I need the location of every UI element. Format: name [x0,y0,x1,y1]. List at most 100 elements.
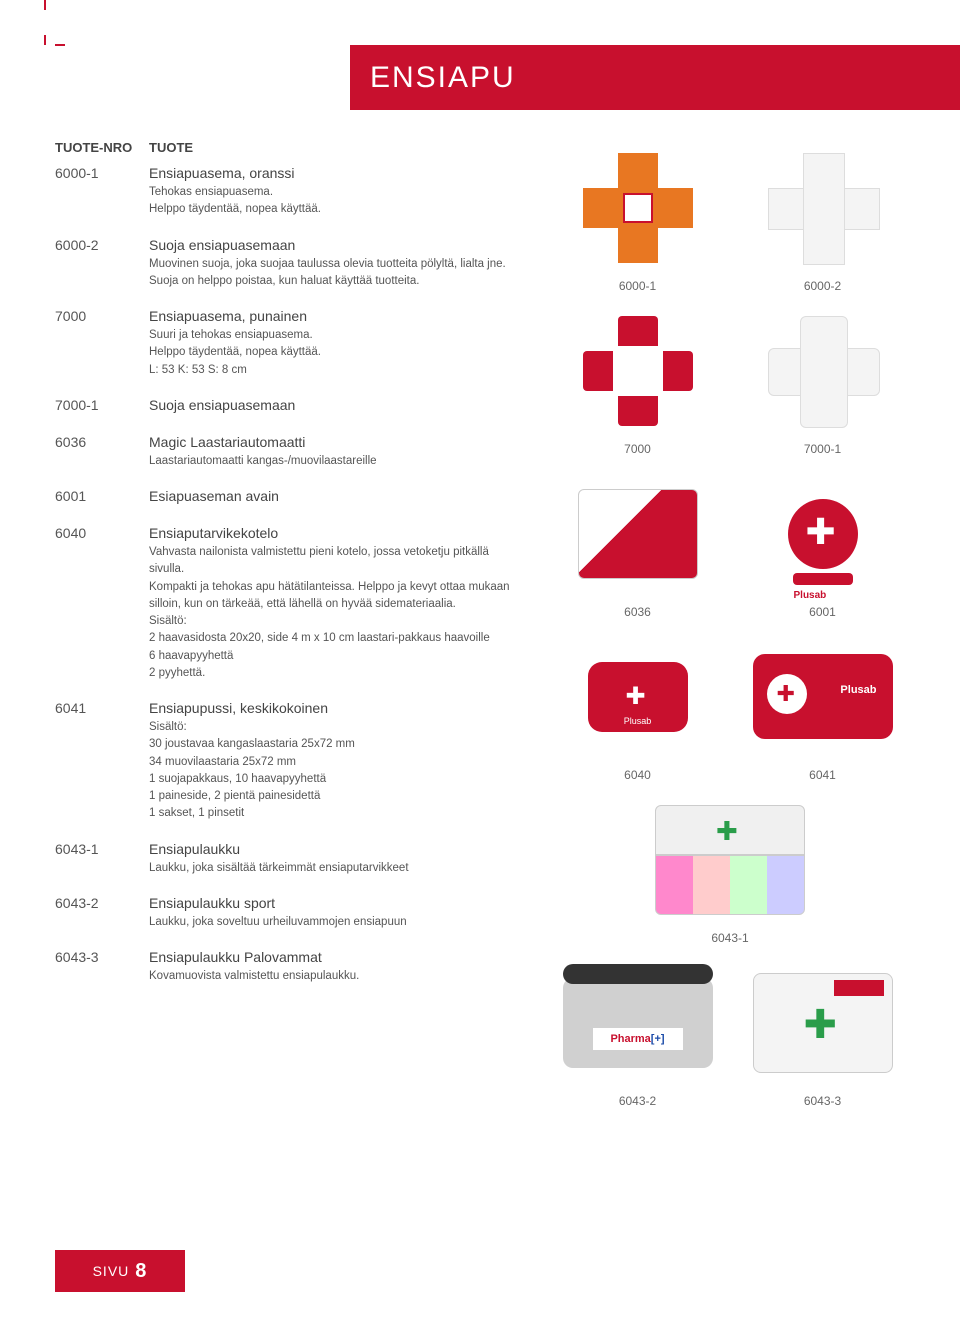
product-number: 6043-1 [55,841,135,877]
product-row: 6000-1 Ensiapuasema, oranssiTehokas ensia… [55,165,525,219]
header-product-name: TUOTE [149,140,193,155]
product-description-line: Vahvasta nailonista valmistettu pieni ko… [149,544,525,579]
product-body: Suoja ensiapuasemaanMuovinen suoja, joka… [149,237,525,291]
product-number: 6043-2 [55,895,135,931]
product-row: 6040 Ensiaputarvikekotelo Vahvasta nailoni… [55,525,525,682]
medium-pouch-icon: Plusab [753,654,893,739]
product-body: Esiapuaseman avain [149,488,525,507]
footer-page-number: 8 [135,1260,147,1283]
product-description-line: Laukku, joka soveltuu urheiluvammojen en… [149,914,525,931]
small-pouch-icon: Plusab [588,662,688,732]
product-description-line: Suuri ja tehokas ensiapuasema. [149,327,525,344]
product-name: Ensiapulaukku Palovammat [149,949,525,965]
product-body: Ensiapupussi, keskikokoinenSisältö:30 jo… [149,700,525,823]
product-description-line: 1 suojapakkaus, 10 haavapyyhettä [149,771,525,788]
product-row: 6041Ensiapupussi, keskikokoinenSisältö:3… [55,700,525,823]
station-red-icon [583,316,693,426]
product-body: Ensiapuasema, punainen Suuri ja tehokas e… [149,308,525,379]
image-label: 6043-1 [711,931,748,945]
product-description-line: Helppo täydentää, nopea käyttää. [149,201,525,218]
station-orange-icon [583,153,693,263]
product-description-line: 6 haavapyyhettä [149,648,525,665]
product-name: Suoja ensiapuasemaan [149,397,525,413]
product-number: 6036 [55,434,135,470]
product-name: Ensiapupussi, keskikokoinen [149,700,525,716]
product-description-line: 30 joustavaa kangaslaastaria 25x72 mm [149,736,525,753]
product-number: 6040 [55,525,135,682]
product-number: 7000-1 [55,397,135,416]
product-description-line: 1 paineside, 2 pientä painesidettä [149,788,525,805]
product-body: Suoja ensiapuasemaan [149,397,525,416]
product-number: 6000-2 [55,237,135,291]
title-band: ENSIAPU [350,45,960,110]
product-description-line: 2 haavasidosta 20x20, side 4 m x 10 cm l… [149,630,525,647]
product-name: Ensiapulaukku [149,841,525,857]
station-cover-large-icon [768,316,878,426]
product-row: 7000 Ensiapuasema, punainen Suuri ja tehok… [55,308,525,379]
product-name: Magic Laastariautomaatti [149,434,525,450]
product-body: Ensiapulaukku sport Laukku, joka soveltuu… [149,895,525,931]
image-cell: Plusab 6041 [740,629,905,782]
product-number: 6001 [55,488,135,507]
image-cell: 7000 [555,303,720,456]
burn-case-icon [753,973,893,1073]
product-description-line: Kovamuovista valmistettu ensiapulaukku. [149,968,525,985]
page-footer: SIVU 8 [55,1250,185,1292]
product-description-line: Tehokas ensiapuasema. [149,184,525,201]
product-description-line: Laastariautomaatti kangas-/muovilaastare… [149,453,525,470]
page-title: ENSIAPU [370,61,516,95]
product-listing: TUOTE-NRO TUOTE 6000-1 Ensiapuasema, oran… [55,140,525,1108]
image-label: 6043-2 [619,1094,656,1108]
product-row: 6001 Esiapuaseman avain [55,488,525,507]
product-description-line: Sisältö: [149,613,525,630]
product-row: 6043-3 Ensiapulaukku Palovammat Kovamuovis… [55,949,525,985]
sport-bag-icon: Pharma[+] [563,978,713,1068]
product-description-line: Laukku, joka sisältää tärkeimmät ensiapu… [149,860,525,877]
product-row: 6043-1 Ensiapulaukku Laukku, joka sisältää… [55,841,525,877]
image-label: 7000 [624,442,651,456]
page: ENSIAPU TUOTE-NRO TUOTE 6000-1 Ensiapuase… [0,0,960,1332]
image-label: 7000-1 [804,442,841,456]
product-row: 6036 Magic Laastariautomaatti Laastariauto… [55,434,525,470]
image-cell: 6000-2 [740,140,905,293]
footer-label: SIVU [93,1263,130,1279]
image-label: 6036 [624,605,651,619]
product-number: 6041 [55,700,135,823]
product-description-line: 34 muovilaastaria 25x72 mm [149,754,525,771]
product-description-line: L: 53 K: 53 S: 8 cm [149,362,525,379]
product-image-grid: 6000-1 6000-2 7000 7000-1 6036 Plusab 60… [555,140,925,1108]
image-label: 6000-2 [804,279,841,293]
image-cell: Pharma[+] 6043-2 [555,955,720,1108]
listing-header: TUOTE-NRO TUOTE [55,140,525,155]
product-body: Ensiapuasema, oranssiTehokas ensiapuasem… [149,165,525,219]
plaster-dispenser-icon [578,489,698,579]
image-cell: 6036 [555,466,720,619]
product-description-line: 2 pyyhettä. [149,665,525,682]
station-cover-icon [768,153,878,263]
image-cell: Plusab 6001 [740,466,905,619]
image-label: 6040 [624,768,651,782]
product-name: Ensiapuasema, punainen [149,308,525,324]
product-name: Suoja ensiapuasemaan [149,237,525,253]
product-name: Ensiapulaukku sport [149,895,525,911]
product-row: 6043-2 Ensiapulaukku sport Laukku, joka so… [55,895,525,931]
first-aid-case-open-icon [655,805,805,915]
header-product-number: TUOTE-NRO [55,140,135,155]
product-row: 7000-1 Suoja ensiapuasemaan [55,397,525,416]
image-label: 6043-3 [804,1094,841,1108]
product-number: 6043-3 [55,949,135,985]
image-label: 6001 [809,605,836,619]
product-number: 7000 [55,308,135,379]
content-area: TUOTE-NRO TUOTE 6000-1 Ensiapuasema, oran… [55,140,925,1108]
product-description-line: Kompakti ja tehokas apu hätätilanteissa.… [149,579,525,614]
corner-tick-marks [30,0,60,45]
product-description-line: Helppo täydentää, nopea käyttää. [149,344,525,361]
image-cell-wide: 6043-1 [555,792,905,945]
image-cell: 6043-3 [740,955,905,1108]
product-name: Ensiaputarvikekotelo [149,525,525,541]
image-cell: Plusab 6040 [555,629,720,782]
image-cell: 6000-1 [555,140,720,293]
product-number: 6000-1 [55,165,135,219]
station-key-icon: Plusab [788,499,858,569]
product-body: Ensiapulaukku Palovammat Kovamuovista val… [149,949,525,985]
